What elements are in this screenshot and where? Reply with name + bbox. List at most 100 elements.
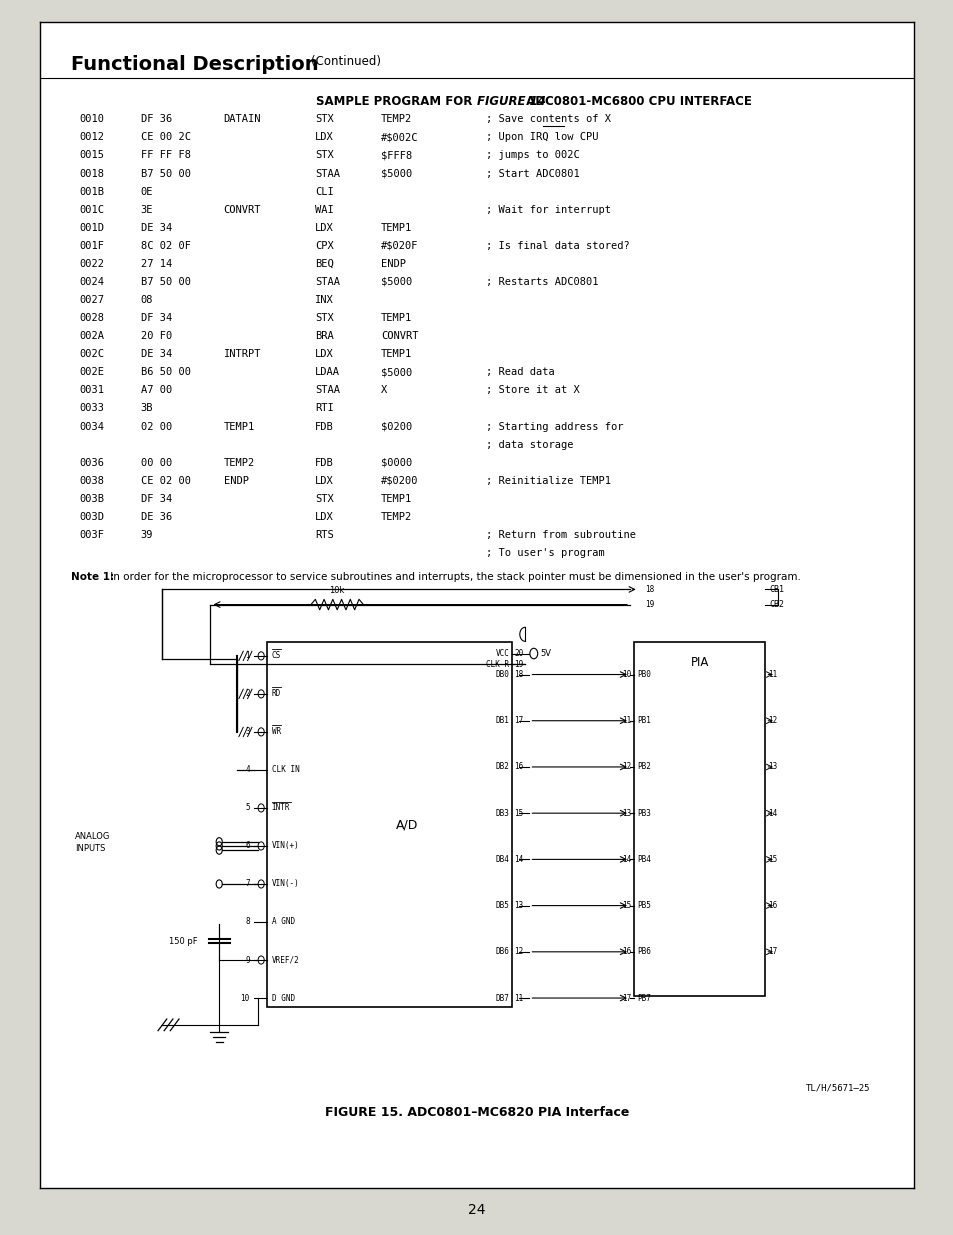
Text: 11: 11 [621, 716, 631, 725]
Text: 0018: 0018 [79, 168, 104, 179]
Text: ; Return from subroutine: ; Return from subroutine [485, 530, 635, 540]
Text: (Continued): (Continued) [311, 54, 380, 68]
Text: DB6: DB6 [495, 947, 509, 956]
Text: 10: 10 [621, 671, 631, 679]
Text: BRA: BRA [315, 331, 334, 341]
Text: 19: 19 [514, 659, 523, 668]
Text: 0022: 0022 [79, 259, 104, 269]
Bar [267, 642, 512, 1008]
Text: B7 50 00: B7 50 00 [140, 168, 191, 179]
Text: DB3: DB3 [495, 809, 509, 818]
Text: $FFF8: $FFF8 [380, 151, 412, 161]
Text: DB4: DB4 [495, 855, 509, 864]
Text: 001C: 001C [79, 205, 104, 215]
Text: STX: STX [315, 494, 334, 504]
Text: 10k: 10k [329, 587, 344, 595]
Text: ; Store it at X: ; Store it at X [485, 385, 578, 395]
Text: ; Restarts ADC0801: ; Restarts ADC0801 [485, 277, 598, 287]
Text: PB7: PB7 [637, 993, 650, 1003]
Text: 9: 9 [245, 956, 250, 965]
Text: In order for the microprocessor to service subroutines and interrupts, the stack: In order for the microprocessor to servi… [108, 572, 801, 582]
Text: SAMPLE PROGRAM FOR: SAMPLE PROGRAM FOR [316, 95, 476, 107]
Text: PB3: PB3 [637, 809, 650, 818]
Text: 19: 19 [644, 600, 654, 609]
Text: TEMP1: TEMP1 [223, 421, 254, 431]
Text: DF 34: DF 34 [140, 494, 172, 504]
Text: ; jumps to 002C: ; jumps to 002C [485, 151, 578, 161]
Text: TEMP1: TEMP1 [380, 350, 412, 359]
Text: VCC: VCC [495, 650, 509, 658]
Text: INTRPT: INTRPT [223, 350, 261, 359]
Text: 12: 12 [767, 716, 777, 725]
Text: LDX: LDX [315, 475, 334, 485]
Text: 27 14: 27 14 [140, 259, 172, 269]
Text: DE 36: DE 36 [140, 511, 172, 522]
Text: DB7: DB7 [495, 993, 509, 1003]
Text: CPX: CPX [315, 241, 334, 251]
Text: 0010: 0010 [79, 115, 104, 125]
Text: TL/H/5671–25: TL/H/5671–25 [805, 1083, 869, 1092]
Text: ANALOG
INPUTS: ANALOG INPUTS [75, 832, 111, 852]
Text: DE 34: DE 34 [140, 222, 172, 232]
Text: 0038: 0038 [79, 475, 104, 485]
Text: $5000: $5000 [380, 277, 412, 287]
Text: 16: 16 [514, 762, 523, 772]
Text: ENDP: ENDP [223, 475, 249, 485]
Text: #$020F: #$020F [380, 241, 418, 251]
Text: STX: STX [315, 314, 334, 324]
Text: #$002C: #$002C [380, 132, 418, 142]
Text: 4: 4 [245, 766, 250, 774]
Text: DB2: DB2 [495, 762, 509, 772]
Text: 15: 15 [767, 855, 777, 864]
Text: PB0: PB0 [637, 671, 650, 679]
Text: WR: WR [272, 727, 280, 736]
Text: 001D: 001D [79, 222, 104, 232]
Text: PB5: PB5 [637, 902, 650, 910]
Text: 10: 10 [240, 993, 250, 1003]
Text: DATAIN: DATAIN [223, 115, 261, 125]
Text: DF 34: DF 34 [140, 314, 172, 324]
Text: 20: 20 [514, 650, 523, 658]
Text: 001F: 001F [79, 241, 104, 251]
Text: TEMP1: TEMP1 [380, 314, 412, 324]
Text: STX: STX [315, 151, 334, 161]
Text: FIGURE 15. ADC0801–MC6820 PIA Interface: FIGURE 15. ADC0801–MC6820 PIA Interface [324, 1107, 629, 1119]
Text: 002C: 002C [79, 350, 104, 359]
Text: FDB: FDB [315, 458, 334, 468]
Text: 5: 5 [245, 804, 250, 813]
Text: BEQ: BEQ [315, 259, 334, 269]
Text: TEMP2: TEMP2 [223, 458, 254, 468]
Text: 8C 02 0F: 8C 02 0F [140, 241, 191, 251]
Text: 0024: 0024 [79, 277, 104, 287]
Text: CB2: CB2 [769, 600, 784, 609]
Text: RTS: RTS [315, 530, 334, 540]
Text: LDX: LDX [315, 222, 334, 232]
Text: VIN(+): VIN(+) [272, 841, 299, 851]
Text: B6 50 00: B6 50 00 [140, 367, 191, 378]
Text: CLI: CLI [315, 186, 334, 196]
Text: ; Starting address for: ; Starting address for [485, 421, 622, 431]
Text: 20 F0: 20 F0 [140, 331, 172, 341]
Text: ADC0801-MC6800 CPU INTERFACE: ADC0801-MC6800 CPU INTERFACE [522, 95, 752, 107]
Text: FIGURE 14: FIGURE 14 [476, 95, 545, 107]
Text: 14: 14 [514, 855, 523, 864]
Text: $5000: $5000 [380, 367, 412, 378]
Text: $5000: $5000 [380, 168, 412, 179]
Text: 0031: 0031 [79, 385, 104, 395]
Text: 39: 39 [140, 530, 152, 540]
Text: PB2: PB2 [637, 762, 650, 772]
Text: 00 00: 00 00 [140, 458, 172, 468]
Text: 3: 3 [245, 727, 250, 736]
Text: 0015: 0015 [79, 151, 104, 161]
Text: CE 00 2C: CE 00 2C [140, 132, 191, 142]
Text: WAI: WAI [315, 205, 334, 215]
Text: 3B: 3B [140, 404, 152, 414]
Text: CE 02 00: CE 02 00 [140, 475, 191, 485]
Text: 0033: 0033 [79, 404, 104, 414]
Text: 17: 17 [514, 716, 523, 725]
Text: 0036: 0036 [79, 458, 104, 468]
Text: CONVRT: CONVRT [380, 331, 418, 341]
Text: VIN(-): VIN(-) [272, 879, 299, 888]
Text: 0028: 0028 [79, 314, 104, 324]
Text: ENDP: ENDP [380, 259, 405, 269]
